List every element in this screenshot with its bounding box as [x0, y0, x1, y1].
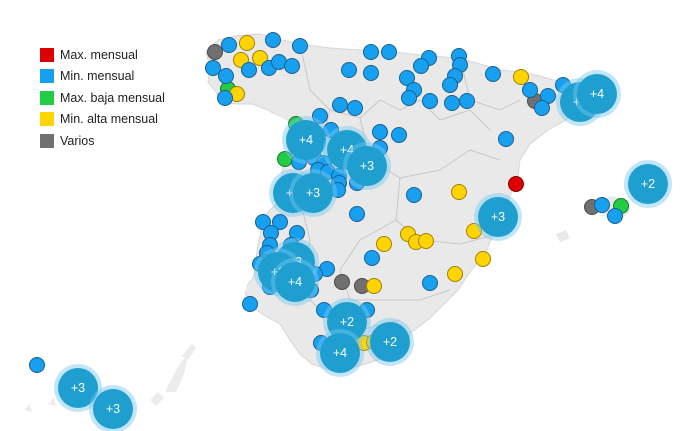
legend-item-min-mensual: Min. mensual — [40, 66, 165, 88]
cluster-count: +3 — [105, 402, 121, 416]
cluster-marker[interactable]: +4 — [577, 74, 617, 114]
legend-swatch-red — [40, 47, 54, 62]
cluster-marker[interactable]: +2 — [628, 164, 668, 204]
marker-min[interactable] — [221, 37, 237, 53]
marker-minalta[interactable] — [513, 69, 529, 85]
marker-min[interactable] — [534, 100, 550, 116]
marker-min[interactable] — [265, 32, 281, 48]
marker-min[interactable] — [401, 90, 417, 106]
marker-min[interactable] — [292, 38, 308, 54]
marker-minalta[interactable] — [475, 251, 491, 267]
cluster-count: +3 — [490, 210, 506, 224]
marker-min[interactable] — [332, 97, 348, 113]
marker-min[interactable] — [442, 77, 458, 93]
cluster-count: +3 — [359, 159, 375, 173]
marker-min[interactable] — [607, 208, 623, 224]
legend-item-max-baja-mensual: Max. baja mensual — [40, 87, 165, 109]
legend: Max. mensual Min. mensual Max. baja mens… — [40, 44, 165, 152]
cluster-count: +2 — [382, 335, 398, 349]
marker-min[interactable] — [205, 60, 221, 76]
legend-swatch-blue — [40, 69, 54, 84]
cluster-count: +4 — [589, 87, 605, 101]
marker-min[interactable] — [413, 58, 429, 74]
cluster-count: +2 — [640, 177, 656, 191]
marker-min[interactable] — [381, 44, 397, 60]
legend-label: Max. baja mensual — [60, 90, 165, 105]
marker-min[interactable] — [29, 357, 45, 373]
marker-min[interactable] — [218, 68, 234, 84]
cluster-count: +4 — [287, 275, 303, 289]
cluster-marker[interactable]: +3 — [58, 368, 98, 408]
cluster-count: +2 — [339, 315, 355, 329]
marker-varios[interactable] — [334, 274, 350, 290]
marker-min[interactable] — [485, 66, 501, 82]
marker-min[interactable] — [459, 93, 475, 109]
legend-item-varios: Varios — [40, 130, 165, 152]
marker-minalta[interactable] — [447, 266, 463, 282]
cluster-marker[interactable]: +4 — [275, 262, 315, 302]
marker-min[interactable] — [242, 296, 258, 312]
marker-min[interactable] — [363, 44, 379, 60]
marker-min[interactable] — [444, 95, 460, 111]
legend-label: Min. alta mensual — [60, 112, 158, 127]
cluster-marker[interactable]: +3 — [478, 197, 518, 237]
legend-label: Max. mensual — [60, 47, 138, 62]
cluster-marker[interactable]: +3 — [347, 146, 387, 186]
legend-swatch-yellow — [40, 112, 54, 127]
marker-min[interactable] — [391, 127, 407, 143]
marker-min[interactable] — [312, 108, 328, 124]
cluster-marker[interactable]: +3 — [293, 173, 333, 213]
marker-minalta[interactable] — [451, 184, 467, 200]
cluster-marker[interactable]: +2 — [370, 322, 410, 362]
cluster-count: +4 — [332, 346, 348, 360]
marker-minalta[interactable] — [376, 236, 392, 252]
marker-min[interactable] — [347, 100, 363, 116]
marker-minalta[interactable] — [418, 233, 434, 249]
marker-min[interactable] — [498, 131, 514, 147]
marker-min[interactable] — [364, 250, 380, 266]
marker-max[interactable] — [508, 176, 524, 192]
cluster-marker[interactable]: +4 — [320, 333, 360, 373]
marker-minalta[interactable] — [366, 278, 382, 294]
cluster-marker[interactable]: +4 — [286, 120, 326, 160]
cluster-count: +4 — [298, 133, 314, 147]
legend-item-max-mensual: Max. mensual — [40, 44, 165, 66]
legend-label: Min. mensual — [60, 69, 135, 84]
marker-min[interactable] — [241, 62, 257, 78]
marker-min[interactable] — [341, 62, 357, 78]
marker-min[interactable] — [284, 58, 300, 74]
marker-min[interactable] — [217, 90, 233, 106]
marker-min[interactable] — [422, 275, 438, 291]
marker-min[interactable] — [363, 65, 379, 81]
marker-minalta[interactable] — [239, 35, 255, 51]
cluster-marker[interactable]: +3 — [93, 389, 133, 429]
marker-min[interactable] — [372, 124, 388, 140]
marker-min[interactable] — [406, 187, 422, 203]
legend-swatch-gray — [40, 133, 54, 148]
legend-item-min-alta-mensual: Min. alta mensual — [40, 109, 165, 131]
cluster-count: +3 — [305, 186, 321, 200]
legend-swatch-green — [40, 90, 54, 105]
marker-min[interactable] — [594, 197, 610, 213]
marker-min[interactable] — [522, 82, 538, 98]
marker-min[interactable] — [422, 93, 438, 109]
marker-varios[interactable] — [207, 44, 223, 60]
cluster-count: +3 — [70, 381, 86, 395]
legend-label: Varios — [60, 133, 95, 148]
marker-min[interactable] — [349, 206, 365, 222]
marker-minalta[interactable] — [466, 223, 482, 239]
